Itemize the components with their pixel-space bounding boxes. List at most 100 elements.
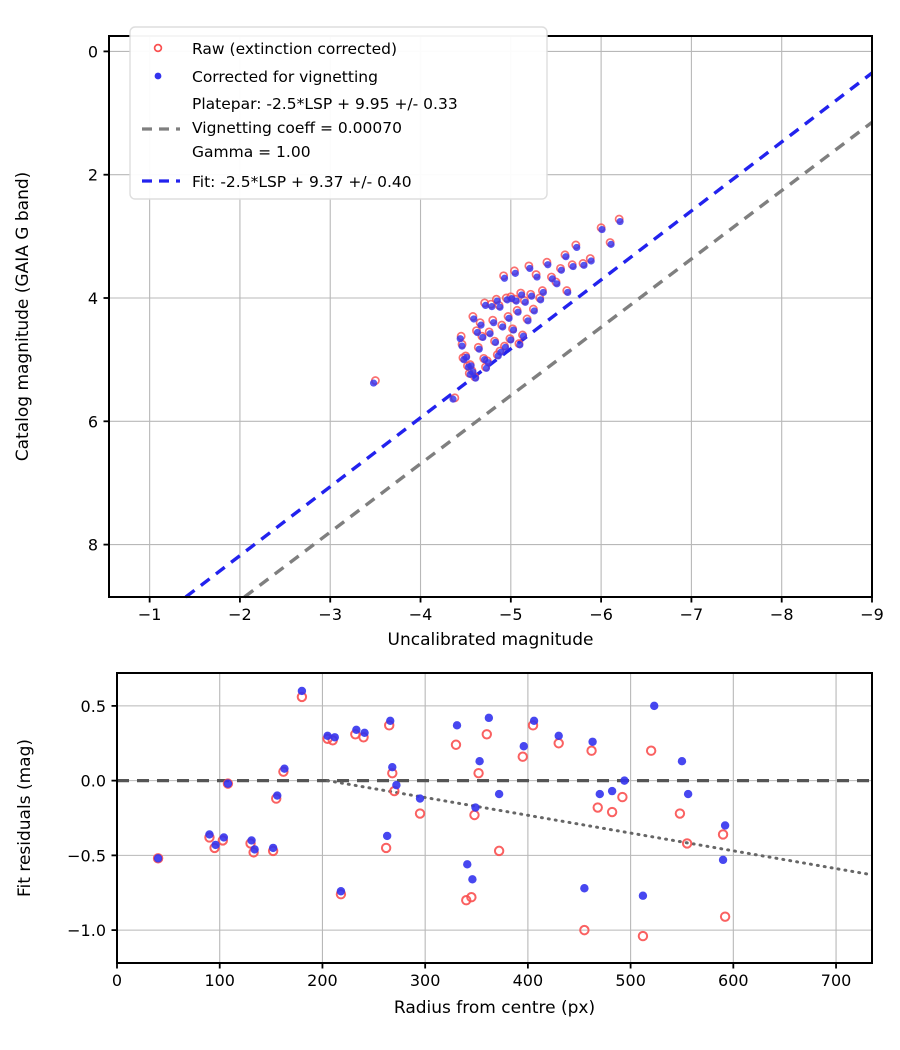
bottom-point-raw	[717, 829, 729, 840]
bottom-xtick-label: 600	[718, 971, 749, 990]
bottom-point-corrected	[388, 762, 397, 772]
bottom-point-corrected	[607, 786, 617, 796]
top-point-corrected	[449, 395, 457, 403]
bottom-ytick-label: −0.5	[67, 846, 106, 865]
bottom-point-raw	[481, 729, 492, 740]
top-point-corrected	[505, 314, 513, 322]
top-point-corrected	[607, 240, 615, 248]
bottom-point-corrected	[382, 831, 392, 841]
bottom-point-corrected	[484, 713, 494, 723]
top-point-corrected	[518, 291, 526, 299]
top-xtick-label: −2	[228, 605, 252, 624]
platepar-line	[243, 120, 874, 599]
legend-box	[129, 26, 548, 200]
bottom-point-corrected	[415, 794, 425, 803]
legend-label-raw: Raw (extinction corrected)	[192, 40, 397, 58]
top-point-corrected	[553, 280, 561, 288]
bottom-point-corrected	[205, 830, 214, 839]
bottom-point-raw	[674, 808, 686, 819]
top-xaxis-label: Uncalibrated magnitude	[388, 630, 594, 650]
top-point-corrected	[527, 292, 536, 300]
bottom-point-corrected	[529, 716, 539, 726]
bottom-scatter	[152, 686, 731, 942]
bottom-point-raw	[473, 767, 484, 779]
bottom-point-corrected	[336, 887, 346, 896]
top-xtick-label: −6	[589, 605, 613, 624]
top-ytick-label: 4	[88, 289, 98, 308]
bottom-point-corrected	[250, 845, 259, 854]
top-point-corrected	[530, 307, 538, 315]
top-ytick-label: 2	[88, 166, 98, 185]
bottom-point-corrected	[554, 731, 563, 740]
top-point-corrected	[456, 335, 464, 343]
bottom-point-corrected	[620, 776, 629, 785]
bottom-point-corrected	[463, 860, 472, 869]
bottom-point-corrected	[297, 686, 307, 696]
top-point-corrected	[557, 266, 565, 274]
top-point-corrected	[493, 297, 501, 305]
bottom-xtick-label: 200	[307, 971, 338, 990]
legend-marker-corrected	[154, 72, 162, 80]
bottom-point-raw	[414, 808, 426, 819]
top-point-corrected	[484, 359, 492, 367]
bottom-plot-background	[117, 673, 872, 963]
top-point-corrected	[467, 362, 475, 370]
top-point-corrected	[562, 253, 570, 261]
bottom-point-corrected	[452, 721, 462, 730]
legend-label-platepar-line3: Gamma = 1.00	[192, 143, 311, 161]
bottom-point-corrected	[219, 833, 229, 842]
bottom-point-corrected	[223, 779, 233, 788]
bottom-tick-marks: 0 100 200 300 400 500 600 700 0.5 0.0 −0.5 −1.0	[67, 697, 851, 990]
bottom-point-corrected	[650, 701, 659, 711]
top-point-corrected	[580, 261, 588, 269]
top-point-corrected	[524, 317, 532, 325]
bottom-point-corrected	[494, 789, 504, 799]
top-point-corrected	[473, 328, 482, 337]
top-point-corrected	[482, 364, 491, 372]
top-point-corrected	[479, 333, 487, 342]
bottom-point-corrected	[638, 891, 648, 900]
bottom-point-raw	[466, 892, 477, 903]
bottom-point-corrected	[153, 854, 163, 863]
top-xtick-label: −8	[770, 605, 794, 624]
bottom-point-raw	[617, 791, 628, 803]
bottom-point-corrected	[468, 875, 477, 884]
bottom-point-raw	[606, 806, 618, 818]
top-point-corrected	[564, 288, 572, 297]
bottom-point-corrected	[475, 756, 484, 766]
legend-label-platepar-line2: Vignetting coeff = 0.00070	[192, 119, 402, 137]
bottom-point-corrected	[580, 884, 589, 893]
legend-label-corrected: Corrected for vignetting	[192, 68, 378, 86]
top-point-corrected	[481, 301, 490, 310]
top-point-corrected	[573, 243, 581, 252]
top-ytick-label: 8	[88, 536, 98, 555]
top-ytick-label: 0	[88, 42, 98, 61]
top-legend: Raw (extinction corrected) Corrected for …	[129, 26, 548, 200]
top-xtick-label: −3	[318, 605, 342, 624]
bottom-ytick-label: 0.0	[81, 772, 106, 791]
top-point-corrected	[526, 264, 534, 273]
bottom-point-corrected	[360, 728, 369, 737]
bottom-xtick-label: 500	[615, 971, 646, 990]
bottom-ytick-label: 0.5	[81, 697, 106, 716]
top-point-corrected	[548, 275, 556, 283]
top-point-corrected	[369, 379, 378, 387]
top-point-corrected	[512, 297, 520, 305]
bottom-point-corrected	[588, 737, 597, 746]
bottom-point-corrected	[392, 780, 401, 790]
top-point-corrected	[539, 288, 547, 297]
top-point-corrected	[516, 341, 524, 349]
bottom-point-raw	[493, 845, 505, 857]
bottom-xtick-label: 400	[513, 971, 544, 990]
top-point-corrected	[470, 315, 478, 323]
top-point-corrected	[491, 338, 500, 346]
top-point-corrected	[469, 368, 477, 376]
top-tick-marks: −1 −2 −3 −4 −5 −6 −7 −8 −9 0 2 4 6 8	[88, 42, 884, 624]
bottom-point-corrected	[273, 791, 282, 800]
bottom-point-raw	[719, 911, 731, 922]
top-xtick-label: −1	[138, 605, 162, 624]
bottom-point-raw	[579, 924, 590, 936]
top-xtick-label: −5	[499, 605, 523, 624]
bottom-point-corrected	[718, 855, 728, 865]
